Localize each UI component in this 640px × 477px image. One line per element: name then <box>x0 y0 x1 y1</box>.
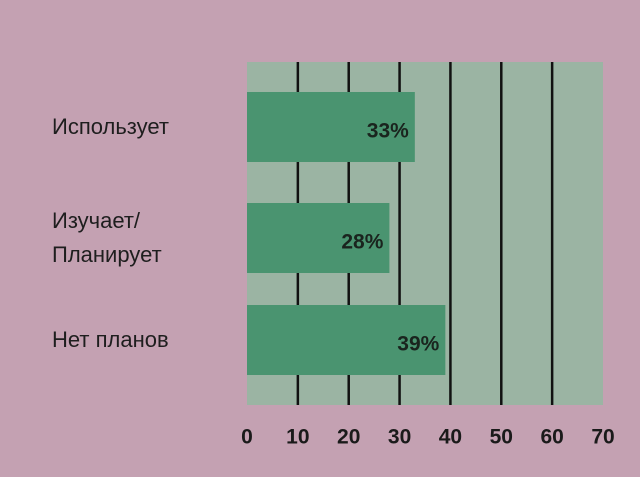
x-tick-label: 50 <box>490 426 513 449</box>
category-label: Изучает/ Планирует <box>52 208 162 267</box>
bar <box>247 92 415 162</box>
x-tick-label: 20 <box>337 426 360 449</box>
category-label: Использует <box>52 114 169 139</box>
x-tick-label: 70 <box>591 426 614 449</box>
value-label: 28% <box>341 231 383 254</box>
value-label: 33% <box>367 120 409 143</box>
category-label: Нет планов <box>52 327 169 352</box>
value-label: 39% <box>397 333 439 356</box>
x-tick-label: 10 <box>286 426 309 449</box>
bar <box>247 305 446 375</box>
x-tick-label: 60 <box>540 426 563 449</box>
bar <box>247 203 390 273</box>
x-tick-label: 40 <box>439 426 462 449</box>
x-tick-label: 30 <box>388 426 411 449</box>
x-tick-label: 0 <box>241 426 253 449</box>
